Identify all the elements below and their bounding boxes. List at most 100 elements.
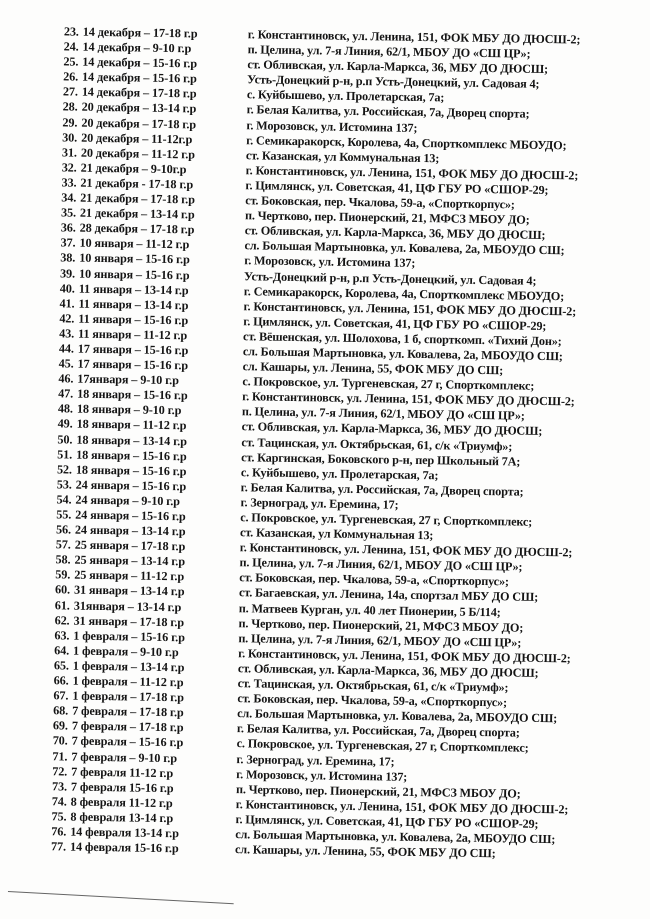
date-agegroup-text: 14 февраля 15-16 г.р (69, 839, 179, 856)
row-number: 77. (50, 839, 67, 854)
row-number: 53. (56, 477, 72, 492)
row-number: 50. (57, 431, 73, 447)
date-agegroup-text: 18 января – 9-10 г.р (76, 401, 182, 418)
date-agegroup-text: 25 января – 11-12 г.р (74, 567, 185, 584)
row-number: 43. (59, 326, 75, 341)
row-number: 73. (51, 778, 68, 794)
row-number: 52. (56, 462, 73, 477)
date-agegroup-text: 14 декабря – 15-16 г.р (82, 54, 198, 71)
row-number: 26. (63, 69, 79, 84)
row-number: 54. (56, 492, 72, 507)
row-number: 56. (55, 522, 72, 537)
date-agegroup-text: 31 января – 17-18 г.р (73, 613, 185, 629)
date-agegroup-text: 7 февраля – 9-10 г.р (71, 749, 178, 765)
row-number: 51. (57, 446, 73, 462)
date-agegroup-text: 7 февраля 15-16 г.р (70, 779, 174, 795)
row-number: 72. (52, 763, 68, 779)
date-agegroup-text: 11 января – 11-12 г.р (77, 326, 188, 343)
row-number: 24. (63, 39, 79, 54)
date-agegroup-text: 18 января – 15-16 г.р (76, 447, 187, 463)
row-number: 74. (51, 794, 67, 809)
row-number: 67. (53, 688, 69, 703)
date-agegroup-text: 18 января – 15-16 г.р (77, 386, 188, 403)
row-number: 37. (60, 235, 76, 250)
row-number: 31. (61, 145, 78, 160)
date-agegroup-text: 24 января – 15-16 г.р (75, 507, 186, 524)
date-agegroup-text: 14 декабря – 17-18 г.р (81, 85, 197, 101)
date-agegroup-text: 31 января – 13-14 г.р (73, 583, 185, 599)
date-agegroup-text: 7 февраля – 17-18 г.р (71, 718, 184, 735)
row-number: 58. (55, 552, 71, 567)
date-agegroup-text: 20 декабря – 17-18 г.р (81, 115, 197, 132)
date-agegroup-text: 8 февраля 13-14 г.р (70, 809, 174, 826)
date-agegroup-text: 20 декабря – 11-12 г.р (80, 145, 196, 162)
row-number: 45. (58, 356, 74, 371)
date-agegroup-text: 17 января – 15-16 г.р (77, 341, 189, 358)
row-number: 42. (59, 311, 75, 326)
date-agegroup-text: 25 января – 13-14 г.р (74, 552, 186, 569)
row-number: 60. (55, 582, 71, 598)
date-agegroup-text: 24 января – 13-14 г.р (74, 522, 186, 539)
row-number: 34. (61, 190, 77, 205)
row-number: 35. (60, 205, 77, 220)
row-number: 25. (63, 54, 79, 69)
row-number: 69. (52, 718, 69, 733)
date-agegroup-text: 8 февраля 11-12 г.р (70, 794, 173, 810)
row-number: 41. (59, 296, 75, 311)
date-agegroup-text: 20 декабря – 11-12г.р (81, 130, 193, 147)
date-agegroup-text: 20 декабря – 13-14 г.р (81, 100, 197, 116)
date-agegroup-text: 24 января – 9-10 г.р (75, 492, 181, 509)
row-number: 55. (56, 507, 72, 522)
row-number: 46. (58, 371, 74, 386)
date-agegroup-text: 11 января – 13-14 г.р (78, 296, 189, 313)
row-number: 48. (57, 401, 74, 416)
row-number: 40. (59, 280, 75, 296)
date-agegroup-text: 14 декабря – 15-16 г.р (82, 69, 197, 86)
row-number: 63. (54, 628, 70, 643)
date-agegroup-text: 1 февраля – 9-10 г.р (72, 643, 179, 660)
row-number: 57. (55, 537, 71, 552)
date-agegroup-text: 7 февраля 11-12 г.р (71, 764, 174, 780)
row-number: 30. (62, 130, 78, 145)
date-agegroup-text: 18 января – 11-12 г.р (76, 417, 187, 433)
date-agegroup-text: 21 декабря - 17-18 г.р (80, 175, 194, 192)
date-agegroup-text: 1 февраля – 13-14 г.р (72, 658, 185, 675)
row-number: 44. (58, 341, 74, 356)
row-number: 38. (60, 250, 76, 265)
row-number: 65. (53, 658, 69, 673)
date-agegroup-text: 1 февраля – 17-18 г.р (72, 688, 185, 705)
date-agegroup-text: 18 января – 15-16 г.р (75, 462, 187, 479)
row-number: 61. (54, 597, 70, 613)
date-agegroup-text: 7 февраля – 17-18 г.р (72, 703, 184, 720)
date-agegroup-text: 25 января – 17-18 г.р (74, 537, 186, 554)
date-agegroup-text: 1 февраля – 15-16 г.р (73, 628, 185, 645)
row-number: 29. (62, 114, 78, 130)
date-agegroup-text: 21 декабря – 17-18 г.р (80, 190, 195, 207)
row-number: 70. (52, 733, 68, 748)
date-agegroup-text: 28 декабря – 17-18 г.р (79, 220, 195, 237)
row-number: 49. (57, 416, 73, 431)
date-agegroup-text: 11 января – 15-16 г.р (78, 311, 189, 328)
date-agegroup-text: 10 января – 11-12 г.р (79, 235, 190, 252)
row-number: 27. (62, 84, 78, 99)
row-number: 32. (61, 160, 77, 175)
row-number: 39. (59, 265, 76, 281)
row-number: 59. (55, 567, 71, 582)
row-number: 71. (52, 748, 68, 764)
row-number: 47. (58, 386, 74, 401)
date-agegroup-text: 10 января – 15-16 г.р (78, 266, 190, 282)
date-agegroup-text: 14 декабря – 9-10 г.р (82, 39, 192, 56)
scan-artifact-line (7, 891, 234, 905)
row-number: 68. (53, 703, 69, 718)
row-number: 66. (53, 673, 69, 688)
row-number: 23. (63, 24, 79, 39)
date-agegroup-text: 1 февраля – 11-12 г.р (72, 673, 184, 690)
row-number: 76. (51, 824, 67, 839)
date-agegroup-text: 31января – 13-14 г.р (73, 598, 182, 614)
date-agegroup-cell: 77. 14 февраля 15-16 г.р (0, 838, 235, 857)
date-agegroup-text: 14 февраля 13-14 г.р (70, 824, 179, 841)
date-agegroup-text: 11 января – 13-14 г.р (78, 281, 189, 297)
date-agegroup-text: 17 января – 15-16 г.р (77, 356, 189, 373)
row-number: 64. (54, 643, 70, 658)
